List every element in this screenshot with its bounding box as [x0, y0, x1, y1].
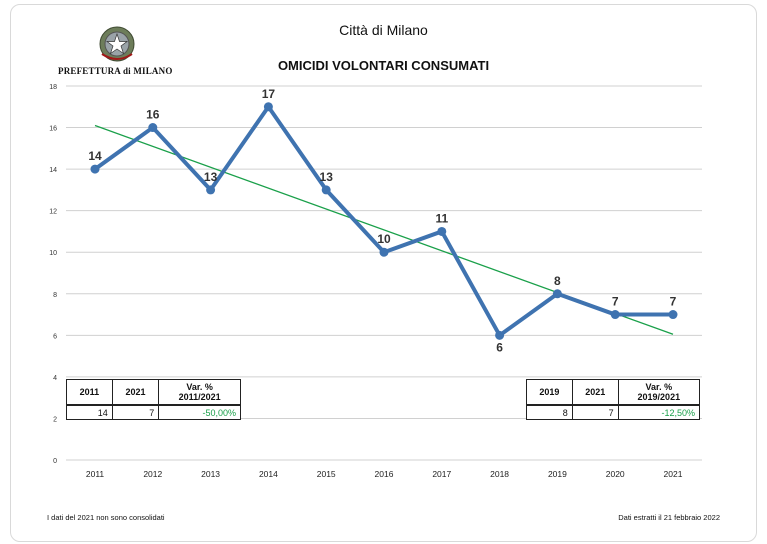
data-label: 7 — [612, 295, 619, 309]
city-title: Città di Milano — [339, 22, 428, 38]
table-value-end: 7 — [111, 404, 160, 420]
data-labels-layer: 14 16 13 17 13 10 11 6 8 7 7 — [88, 87, 676, 355]
data-point — [148, 123, 158, 133]
grid-layer — [66, 85, 702, 461]
y-tick-label: 16 — [49, 126, 57, 133]
data-label: 17 — [262, 87, 276, 101]
data-label: 6 — [496, 340, 503, 354]
data-label: 7 — [670, 295, 677, 309]
data-point — [321, 185, 331, 195]
footer-note: I dati del 2021 non sono consolidati — [47, 513, 165, 522]
x-tick-label: 2017 — [432, 469, 451, 479]
data-label: 10 — [377, 232, 391, 246]
y-tick-label: 18 — [49, 84, 57, 91]
y-tick-label: 12 — [49, 209, 57, 216]
table-value-end: 7 — [571, 404, 619, 420]
x-tick-label: 2012 — [143, 469, 162, 479]
y-tick-label: 0 — [53, 458, 57, 465]
table-value-start: 8 — [526, 404, 573, 420]
y-tick-label: 6 — [53, 333, 57, 340]
table-value-variation: -12,50% — [617, 404, 701, 420]
data-label: 11 — [435, 211, 448, 225]
y-tick-label: 10 — [49, 250, 57, 257]
data-label: 14 — [88, 149, 102, 163]
variation-table-2011-2021: 2011 2021 Var. % 2011/2021 14 7 -50,00% — [66, 379, 241, 420]
y-tick-label: 4 — [53, 375, 57, 382]
data-label: 16 — [146, 108, 160, 122]
table-header-year-start: 2019 — [526, 379, 573, 406]
data-point — [206, 185, 216, 195]
data-label: 8 — [554, 274, 561, 288]
y-axis-ticks: 0 2 4 6 8 10 12 14 16 18 — [49, 84, 57, 465]
data-point — [668, 310, 678, 320]
table-header-year-start: 2011 — [66, 379, 113, 406]
x-tick-label: 2015 — [317, 469, 336, 479]
series-layer — [90, 102, 678, 340]
table-header-year-end: 2021 — [111, 379, 160, 406]
x-tick-label: 2016 — [375, 469, 394, 479]
y-tick-label: 14 — [49, 167, 57, 174]
variation-table-2019-2021: 2019 2021 Var. % 2019/2021 8 7 -12,50% — [526, 379, 701, 420]
prefettura-label: PREFETTURA di MILANO — [58, 66, 173, 76]
slide-frame — [10, 4, 757, 542]
table-value-start: 14 — [66, 404, 113, 420]
x-axis-ticks: 2011 2012 2013 2014 2015 2016 2017 2018 2019 2020… — [86, 469, 683, 479]
footer-extraction-date: Dati estratti il 21 febbraio 2022 — [618, 513, 720, 522]
x-tick-label: 2011 — [86, 469, 105, 479]
series-line — [93, 104, 675, 338]
data-point — [379, 247, 389, 257]
data-point — [552, 289, 562, 299]
data-point — [495, 330, 505, 340]
table-header-year-end: 2021 — [571, 379, 619, 406]
x-tick-label: 2019 — [548, 469, 567, 479]
data-point — [610, 310, 620, 320]
italian-republic-emblem-icon — [99, 26, 135, 62]
x-tick-label: 2018 — [490, 469, 509, 479]
data-point — [437, 226, 447, 236]
y-tick-label: 2 — [53, 416, 57, 423]
y-tick-label: 8 — [53, 292, 57, 299]
table-header-variation: Var. % 2019/2021 — [617, 379, 701, 406]
chart-title: OMICIDI VOLONTARI CONSUMATI — [277, 58, 490, 73]
data-label: 13 — [204, 170, 218, 184]
x-tick-label: 2014 — [259, 469, 278, 479]
data-point — [90, 164, 100, 174]
x-tick-label: 2021 — [664, 469, 683, 479]
table-value-variation: -50,00% — [158, 404, 241, 420]
table-header-variation: Var. % 2011/2021 — [158, 379, 241, 406]
data-point — [263, 102, 273, 112]
x-tick-label: 2020 — [606, 469, 625, 479]
x-tick-label: 2013 — [201, 469, 220, 479]
data-label: 13 — [320, 170, 334, 184]
